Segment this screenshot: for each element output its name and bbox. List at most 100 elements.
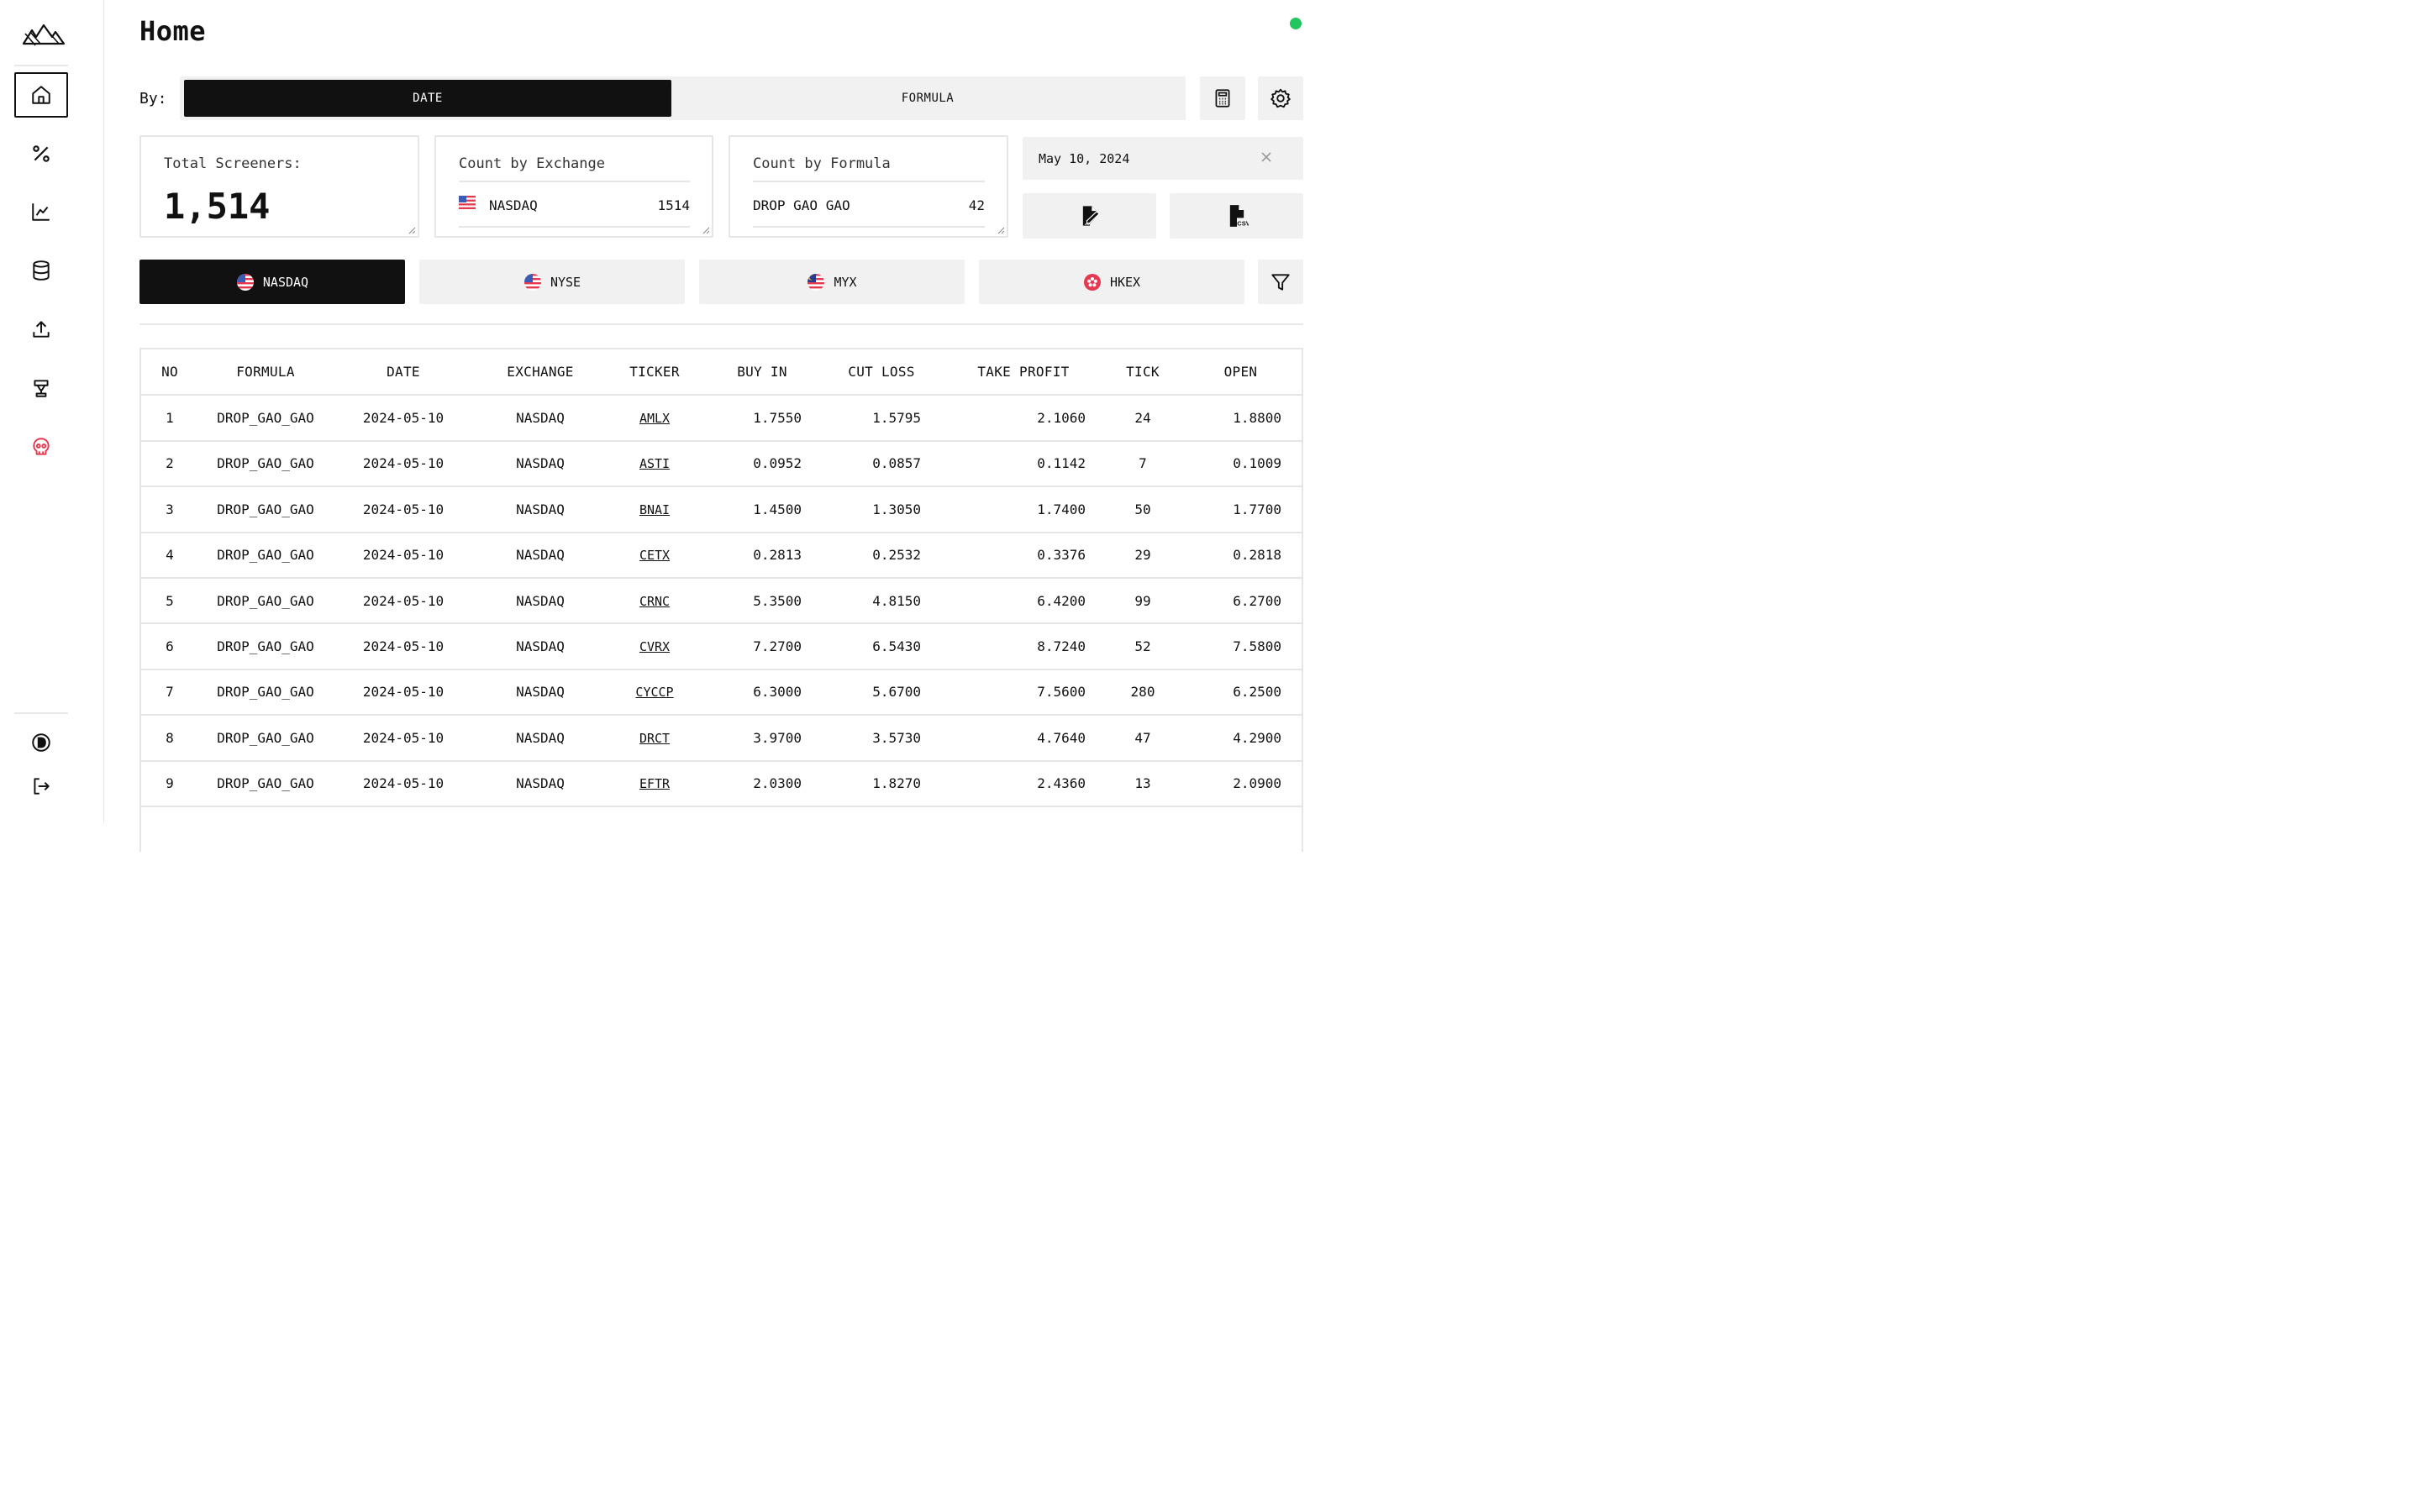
- table-row[interactable]: 8 DROP_GAO_GAO 2024-05-10 NASDAQ DRCT 3.9700 3…: [141, 715, 1302, 762]
- column-header[interactable]: DATE: [333, 349, 474, 396]
- table-cell: 2.4360: [941, 760, 1106, 807]
- formula-count-name: DROP GAO GAO: [753, 197, 850, 213]
- table-cell: 2.0300: [702, 760, 822, 807]
- sidebar-item-theme[interactable]: [14, 720, 68, 765]
- gear-icon: [1270, 88, 1291, 108]
- exchange-tab-nasdaq[interactable]: NASDAQ: [139, 260, 405, 304]
- table-cell: 4: [141, 532, 198, 579]
- table-cell: 0.2818: [1180, 532, 1302, 579]
- table-row[interactable]: 4 DROP_GAO_GAO 2024-05-10 NASDAQ CETX 0.2813 0…: [141, 532, 1302, 579]
- date-picker-input[interactable]: May 10, 2024: [1023, 137, 1303, 180]
- column-header[interactable]: OPEN: [1180, 349, 1302, 396]
- ticker-link[interactable]: BNAI: [607, 486, 702, 533]
- table-cell: 4.8150: [822, 577, 941, 625]
- sidebar-divider: [14, 712, 68, 714]
- table-row[interactable]: 2 DROP_GAO_GAO 2024-05-10 NASDAQ ASTI 0.0952 0…: [141, 440, 1302, 488]
- exchange-tab-myx[interactable]: MYX: [699, 260, 965, 304]
- column-header[interactable]: FORMULA: [198, 349, 333, 396]
- home-icon: [32, 86, 50, 104]
- ticker-link-text[interactable]: BNAI: [639, 501, 671, 517]
- us-flag-icon: [523, 273, 541, 291]
- ticker-link[interactable]: DRCT: [607, 715, 702, 762]
- total-screeners-card: Total Screeners: 1,514: [139, 135, 419, 238]
- sidebar-item-upload[interactable]: [14, 307, 68, 352]
- table-cell: 7.2700: [702, 623, 822, 670]
- mountain-logo-icon[interactable]: [22, 22, 66, 50]
- table-cell: 2.0900: [1180, 760, 1302, 807]
- column-header[interactable]: NO: [141, 349, 198, 396]
- table-cell: DROP_GAO_GAO: [198, 440, 333, 488]
- mode-date-button[interactable]: DATE: [184, 80, 671, 117]
- table-cell: NASDAQ: [474, 669, 607, 717]
- ticker-link[interactable]: CRNC: [607, 577, 702, 625]
- table-cell: 6.2700: [1180, 577, 1302, 625]
- calculator-button[interactable]: [1200, 76, 1245, 120]
- column-header[interactable]: TICK: [1106, 349, 1180, 396]
- table-cell: 0.2813: [702, 532, 822, 579]
- filter-button[interactable]: [1258, 260, 1303, 304]
- table-cell: 2024-05-10: [333, 715, 474, 762]
- export-csv-button[interactable]: CSV: [1170, 193, 1303, 239]
- ticker-link-text[interactable]: CETX: [639, 548, 671, 564]
- close-icon[interactable]: [1258, 149, 1275, 165]
- sidebar-item-chart[interactable]: [14, 189, 68, 234]
- resize-handle-icon[interactable]: [408, 226, 416, 234]
- ticker-link[interactable]: CETX: [607, 532, 702, 579]
- exchange-tab-hkex[interactable]: HKEX: [979, 260, 1244, 304]
- edit-document-button[interactable]: [1023, 193, 1156, 239]
- ticker-link-text[interactable]: AMLX: [639, 411, 671, 427]
- ticker-link-text[interactable]: ASTI: [639, 456, 671, 472]
- table-cell: 280: [1106, 669, 1180, 717]
- ticker-link[interactable]: CVRX: [607, 623, 702, 670]
- table-cell: 2024-05-10: [333, 669, 474, 717]
- sidebar-item-percent[interactable]: [14, 131, 68, 176]
- ticker-link-text[interactable]: CYCCP: [635, 685, 674, 701]
- table-cell: 0.1142: [941, 440, 1106, 488]
- sidebar-item-database[interactable]: [14, 248, 68, 293]
- trophy-icon: [34, 380, 49, 397]
- table-row[interactable]: 9 DROP_GAO_GAO 2024-05-10 NASDAQ EFTR 2.0300 1…: [141, 760, 1302, 807]
- table-row[interactable]: 5 DROP_GAO_GAO 2024-05-10 NASDAQ CRNC 5.3500 4…: [141, 577, 1302, 625]
- table-cell: NASDAQ: [474, 486, 607, 533]
- ticker-link[interactable]: AMLX: [607, 395, 702, 442]
- table-row[interactable]: 3 DROP_GAO_GAO 2024-05-10 NASDAQ BNAI 1.4500 1…: [141, 486, 1302, 533]
- ticker-link-text[interactable]: CRNC: [639, 593, 671, 609]
- table-cell: 2024-05-10: [333, 395, 474, 442]
- table-header-row: NO FORMULA DATE EXCHANGE TICKER BUY IN C…: [141, 349, 1302, 396]
- ticker-link-text[interactable]: DRCT: [639, 730, 671, 746]
- table-row[interactable]: 1 DROP_GAO_GAO 2024-05-10 NASDAQ AMLX 1.7550 1…: [141, 395, 1302, 442]
- sidebar-item-trophy[interactable]: [14, 365, 68, 411]
- card-divider: [753, 226, 985, 228]
- card-divider: [459, 181, 690, 182]
- column-header[interactable]: BUY IN: [702, 349, 822, 396]
- table-cell: 29: [1106, 532, 1180, 579]
- table-cell: 3.9700: [702, 715, 822, 762]
- ticker-link[interactable]: CYCCP: [607, 669, 702, 717]
- table-cell: 4.2900: [1180, 715, 1302, 762]
- table-cell: 6.2500: [1180, 669, 1302, 717]
- column-header[interactable]: CUT LOSS: [822, 349, 941, 396]
- sidebar-item-home[interactable]: [14, 72, 68, 118]
- resize-handle-icon[interactable]: [997, 226, 1005, 234]
- table-cell: DROP_GAO_GAO: [198, 486, 333, 533]
- settings-button[interactable]: [1258, 76, 1303, 120]
- sidebar-item-skull[interactable]: [14, 424, 68, 470]
- ticker-link-text[interactable]: EFTR: [639, 776, 671, 792]
- mode-formula-button[interactable]: FORMULA: [901, 92, 955, 105]
- table-cell: 1: [141, 395, 198, 442]
- column-header[interactable]: TAKE PROFIT: [941, 349, 1106, 396]
- column-header[interactable]: EXCHANGE: [474, 349, 607, 396]
- table-cell: NASDAQ: [474, 440, 607, 488]
- table-cell: DROP_GAO_GAO: [198, 760, 333, 807]
- table-row[interactable]: 6 DROP_GAO_GAO 2024-05-10 NASDAQ CVRX 7.2700 6…: [141, 623, 1302, 670]
- ticker-link[interactable]: ASTI: [607, 440, 702, 488]
- exchange-tab-nyse[interactable]: NYSE: [419, 260, 685, 304]
- ticker-link-text[interactable]: CVRX: [639, 639, 671, 655]
- resize-handle-icon[interactable]: [702, 226, 710, 234]
- svg-text:CSV: CSV: [1237, 220, 1249, 228]
- us-flag-icon: [236, 273, 254, 291]
- column-header[interactable]: TICKER: [607, 349, 702, 396]
- table-row[interactable]: 7 DROP_GAO_GAO 2024-05-10 NASDAQ CYCCP 6.3000…: [141, 669, 1302, 717]
- ticker-link[interactable]: EFTR: [607, 760, 702, 807]
- sidebar-item-logout[interactable]: [14, 764, 68, 809]
